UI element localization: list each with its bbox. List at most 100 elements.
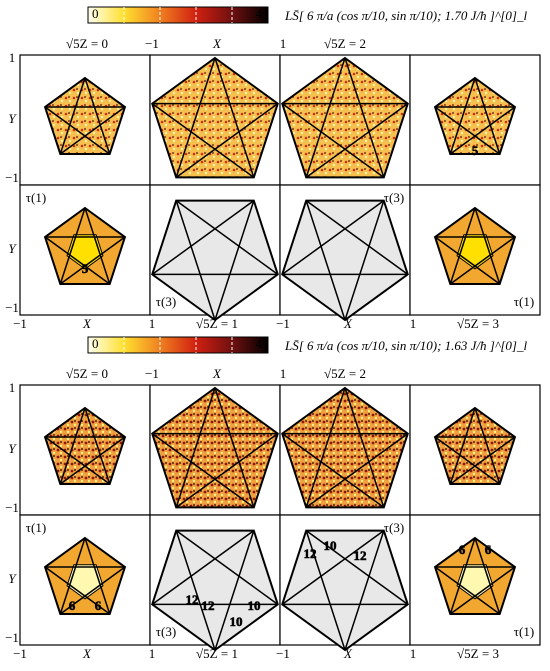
star-line [175, 432, 279, 509]
left-axis-label: −1 [5, 630, 19, 645]
bottom-axis-label: −1 [276, 316, 290, 331]
panel-note: 12 [354, 548, 367, 563]
star-line [344, 387, 385, 508]
star-line [59, 436, 126, 485]
star-line [305, 200, 346, 321]
top-axis-label: 1 [280, 366, 287, 381]
pentagon [281, 386, 409, 509]
colorbar-tick: 4 [256, 6, 263, 21]
star-line [84, 207, 111, 285]
star-line [434, 236, 501, 285]
pentagon [433, 76, 517, 155]
colorbar-title: LS̄[ 6 π/a (cos π/10, sin π/10); 1.63 J/… [284, 338, 527, 353]
bottom-axis-label: X [343, 646, 353, 661]
pentagon [151, 386, 279, 509]
bottom-axis-label: √5Z = 1 [196, 316, 238, 331]
top-axis-label: √5Z = 0 [66, 366, 108, 381]
star-line [151, 199, 255, 276]
star-line [449, 77, 476, 155]
left-axis-label: 1 [9, 380, 16, 395]
star-line [59, 537, 86, 615]
left-axis-label: Y [8, 441, 17, 456]
colorbar [87, 6, 269, 24]
colorbar-tick: 4 [256, 336, 263, 351]
panel-note: 6 [95, 598, 102, 613]
panel-note: 5 [82, 261, 89, 276]
bottom-axis-label: X [343, 316, 353, 331]
top-axis-label: −1 [145, 36, 159, 51]
star-line [175, 200, 216, 321]
left-axis-label: −1 [5, 500, 19, 515]
top-axis-label: 1 [280, 36, 287, 51]
top-axis-label: −1 [145, 366, 159, 381]
star-line [281, 199, 385, 276]
star-line [175, 102, 279, 179]
star-line [151, 529, 255, 606]
top-axis-label: X [212, 36, 222, 51]
pentagon [43, 406, 127, 485]
bottom-axis-label: X [82, 316, 92, 331]
star-line [151, 432, 255, 509]
star-line [214, 530, 255, 651]
bottom-axis-label: √5Z = 3 [457, 316, 499, 331]
star-line [449, 207, 476, 285]
star-line [44, 236, 111, 285]
top-axis-label: X [212, 366, 222, 381]
panel-note: 12 [186, 592, 199, 607]
top-axis-label: √5Z = 2 [324, 36, 366, 51]
colorbar [87, 336, 269, 354]
left-axis-label: 1 [9, 50, 16, 65]
colorbar-tick: 0 [92, 336, 99, 351]
colorbar-title: LS̄[ 6 π/a (cos π/10, sin π/10); 1.70 J/… [284, 8, 527, 23]
star-line [59, 566, 126, 615]
star-line [305, 57, 346, 178]
pentagon [281, 529, 409, 652]
star-line [59, 407, 86, 485]
panel-note: τ(3) [384, 190, 404, 205]
pentagon [433, 406, 517, 485]
star-line [344, 57, 385, 178]
pentagon [151, 529, 279, 652]
panel-note: τ(1) [26, 520, 46, 535]
star-line [59, 236, 126, 285]
star-line [84, 407, 111, 485]
bottom-axis-label: −1 [13, 316, 27, 331]
left-axis-label: −1 [5, 300, 19, 315]
star-line [281, 432, 385, 509]
panel-note: 12 [304, 546, 317, 561]
bottom-axis-label: √5Z = 1 [196, 646, 238, 661]
star-line [474, 407, 501, 485]
panel-note: τ(1) [514, 294, 534, 309]
star-line [449, 566, 516, 615]
star-line [344, 200, 385, 321]
panel-note: 6 [485, 542, 492, 557]
star-line [305, 199, 409, 276]
bottom-axis-label: √5Z = 3 [457, 646, 499, 661]
left-axis-label: Y [8, 571, 17, 586]
star-line [434, 566, 501, 615]
star-line [305, 387, 346, 508]
panel-note: 12 [202, 598, 215, 613]
star-line [305, 102, 409, 179]
bottom-axis-label: X [82, 646, 92, 661]
panel-note: τ(3) [156, 294, 176, 309]
star-line [59, 207, 86, 285]
star-line [175, 387, 216, 508]
bottom-axis-label: 1 [410, 646, 417, 661]
panel-note: τ(1) [514, 624, 534, 639]
top-axis-label: √5Z = 2 [324, 366, 366, 381]
bottom-axis-label: −1 [276, 646, 290, 661]
bottom-axis-label: 1 [149, 316, 156, 331]
pentagon [281, 199, 409, 322]
panel-note: 10 [248, 598, 261, 613]
star-line [175, 530, 216, 651]
panel-note: 6 [459, 542, 466, 557]
star-line [59, 106, 126, 155]
left-axis-label: −1 [5, 170, 19, 185]
panel-note: 6 [69, 598, 76, 613]
star-line [305, 432, 409, 509]
pentagon [43, 76, 127, 155]
star-line [84, 77, 111, 155]
star-line [175, 199, 279, 276]
